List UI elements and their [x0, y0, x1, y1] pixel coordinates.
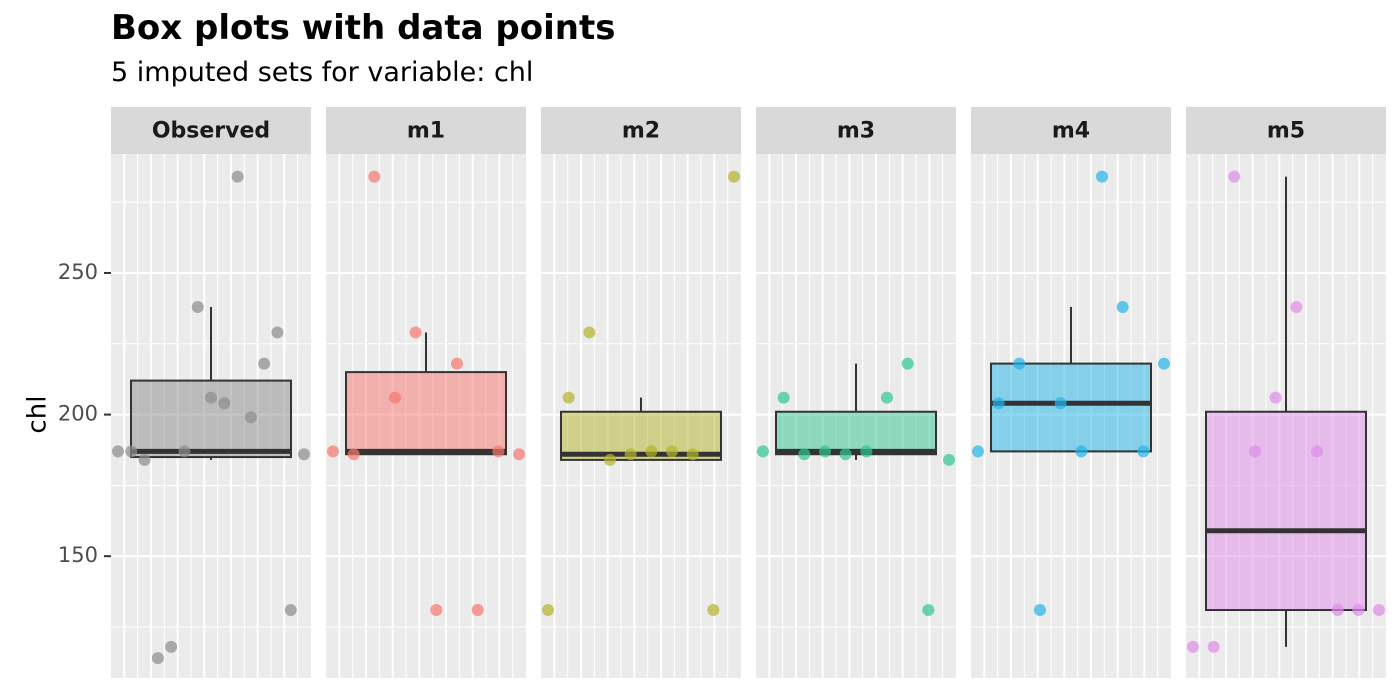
data-point	[666, 445, 678, 458]
data-point	[1207, 640, 1220, 653]
data-point	[409, 326, 422, 339]
data-point	[1373, 604, 1385, 617]
facet-strip	[1186, 107, 1386, 154]
data-point	[624, 448, 637, 461]
data-point	[1116, 300, 1129, 313]
data-point	[191, 300, 204, 313]
facet-strip	[111, 107, 311, 154]
data-point	[860, 445, 873, 458]
data-point	[819, 445, 831, 458]
data-point	[471, 604, 484, 617]
data-point	[138, 453, 151, 466]
y-tick-label: 250	[58, 260, 98, 284]
y-axis-title: chl	[23, 396, 53, 434]
data-point	[112, 445, 124, 458]
chart-title: Box plots with data points	[111, 8, 616, 48]
data-point	[513, 448, 525, 461]
data-point	[1249, 445, 1261, 458]
data-point	[1311, 445, 1323, 458]
data-point	[686, 448, 699, 461]
box-m3	[775, 410, 937, 456]
data-point	[1158, 357, 1170, 370]
data-point	[1331, 604, 1344, 617]
data-point	[347, 448, 360, 461]
data-point	[1187, 640, 1199, 653]
box-m4	[990, 362, 1152, 453]
data-point	[258, 357, 271, 370]
data-point	[922, 604, 935, 617]
data-point	[777, 391, 790, 404]
data-point	[178, 445, 191, 458]
data-point	[298, 448, 310, 461]
facet-strip	[756, 107, 956, 154]
data-point	[284, 604, 297, 617]
data-point	[218, 397, 231, 410]
data-point	[1290, 300, 1303, 313]
data-point	[901, 357, 914, 370]
y-tick-label: 200	[58, 402, 98, 426]
data-point	[368, 170, 381, 183]
chart-subtitle: 5 imputed sets for variable: chl	[111, 57, 534, 88]
data-point	[271, 326, 284, 339]
data-point	[389, 391, 401, 404]
data-point	[798, 448, 811, 461]
data-point	[1075, 445, 1088, 458]
box-m5	[1205, 410, 1367, 612]
data-point	[205, 391, 217, 404]
data-point	[327, 445, 339, 458]
data-point	[1269, 391, 1282, 404]
data-point	[125, 445, 138, 458]
facet-strip-label: m5	[1267, 119, 1305, 144]
data-point	[231, 170, 244, 183]
data-point	[1034, 604, 1046, 617]
data-point	[1137, 445, 1150, 458]
data-point	[1352, 604, 1365, 617]
data-point	[165, 640, 178, 653]
data-point	[972, 445, 984, 458]
data-point	[1096, 170, 1108, 183]
facet-strip	[326, 107, 526, 154]
data-point	[430, 604, 443, 617]
data-point	[992, 397, 1005, 410]
data-point	[707, 604, 720, 617]
facet-strip-label: Observed	[152, 119, 270, 144]
data-point	[943, 453, 955, 466]
facet-strip	[971, 107, 1171, 154]
data-point	[451, 357, 463, 370]
box-m1	[345, 371, 507, 456]
data-point	[492, 445, 505, 458]
facet-strip-label: m4	[1052, 119, 1090, 144]
facet-strip-label: m3	[837, 119, 875, 144]
data-point	[728, 170, 740, 183]
data-point	[839, 448, 852, 461]
data-point	[1013, 357, 1026, 370]
data-point	[1228, 170, 1241, 183]
data-point	[583, 326, 596, 339]
data-point	[562, 391, 575, 404]
data-point	[881, 391, 893, 404]
facet-strip	[541, 107, 741, 154]
data-point	[244, 411, 257, 424]
data-point	[604, 453, 616, 466]
data-point	[1054, 397, 1067, 410]
facet-strip-label: m1	[407, 119, 445, 144]
y-tick-label: 150	[58, 543, 98, 567]
data-point	[645, 445, 658, 458]
facet-strip-label: m2	[622, 119, 660, 144]
data-point	[757, 445, 769, 458]
data-point	[151, 652, 164, 665]
data-point	[542, 604, 554, 617]
